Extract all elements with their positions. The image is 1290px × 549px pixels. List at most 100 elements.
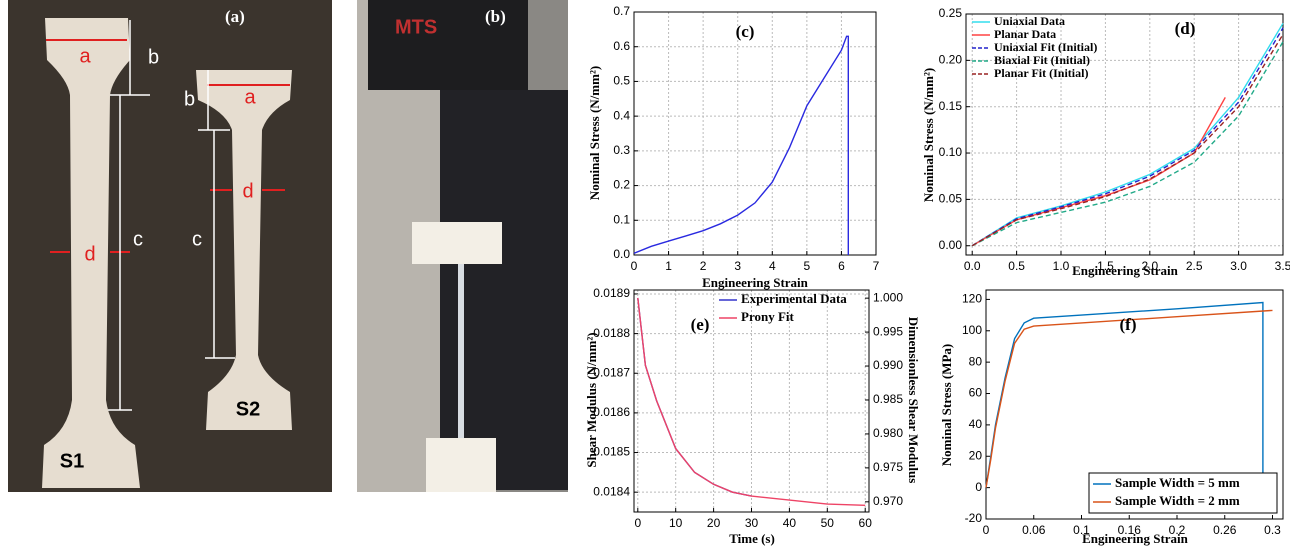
y-tick-label: 0.7	[613, 4, 630, 18]
y-tick-label: 40	[969, 417, 983, 431]
x-tick-label: 0.0	[964, 259, 981, 273]
y-tick-label: 0.10	[939, 145, 963, 159]
dimension-label: b	[148, 46, 159, 68]
x-tick-label: 0	[983, 523, 990, 537]
data-line	[985, 309, 1273, 488]
legend-label: Prony Fit	[741, 309, 795, 324]
data-line	[971, 22, 1284, 247]
y-tick-label: 0.0189	[593, 286, 630, 300]
y2-tick-label: 0.985	[873, 392, 903, 406]
y2-tick-label: 0.995	[873, 324, 903, 338]
plot-frame	[633, 11, 877, 256]
upper-grip	[412, 222, 502, 264]
legend-label: Biaxial Fit (Initial)	[994, 53, 1090, 67]
y2-tick-label: 0.990	[873, 358, 903, 372]
x-axis-label: Engineering Strain	[702, 275, 809, 290]
y-tick-label: 0.1	[613, 212, 630, 226]
y-tick-label: 0.05	[939, 192, 963, 206]
data-line	[971, 34, 1284, 247]
x-tick-label: 0.2	[1169, 523, 1186, 537]
y-axis-label: Nominal Stress (N/mm²)	[587, 66, 602, 200]
x-tick-label: 4	[769, 259, 776, 273]
chart-title: (f)	[1120, 315, 1137, 334]
dimension-label: d	[242, 180, 253, 202]
legend-label: Sample Width = 2 mm	[1115, 493, 1240, 508]
x-tick-label: 0.1	[1073, 523, 1090, 537]
x-tick-label: 60	[859, 516, 873, 530]
x-tick-label: 0.16	[1118, 523, 1142, 537]
y-tick-label: 0	[975, 480, 982, 494]
photo-b: (b) MTS	[357, 0, 568, 492]
y-tick-label: 0.0185	[593, 445, 630, 459]
x-tick-label: 6	[838, 259, 845, 273]
data-line	[637, 297, 866, 506]
legend-label: Experimental Data	[741, 291, 847, 306]
y-tick-label: 0.3	[613, 143, 630, 157]
data-line	[971, 27, 1284, 247]
specimen	[458, 264, 464, 439]
x-axis-label: Time (s)	[729, 531, 775, 546]
x-tick-label: 10	[669, 516, 683, 530]
x-tick-label: 20	[707, 516, 721, 530]
x-tick-label: 1.0	[1053, 259, 1070, 273]
y2-tick-label: 0.970	[873, 494, 903, 508]
dimension-label: a	[244, 86, 256, 108]
dimension-label: c	[133, 228, 143, 250]
brand-label: MTS	[395, 16, 437, 38]
machine-head	[368, 0, 528, 90]
legend-label: Planar Data	[994, 27, 1056, 41]
x-tick-label: 2	[700, 259, 707, 273]
dimension-label: c	[192, 228, 202, 250]
x-tick-label: 2.5	[1186, 259, 1203, 273]
specimen-name: S2	[236, 398, 260, 420]
red-arrows	[46, 39, 290, 253]
y2-tick-label: 0.980	[873, 426, 903, 440]
y-tick-label: 60	[969, 386, 983, 400]
data-line	[971, 41, 1284, 247]
x-tick-label: 1.5	[1097, 259, 1114, 273]
plot-frame	[985, 289, 1284, 520]
x-tick-label: 2.0	[1141, 259, 1158, 273]
x-tick-label: 3.5	[1275, 259, 1290, 273]
panel-label: (b)	[485, 7, 506, 26]
y-tick-label: 0.4	[613, 108, 630, 122]
y-tick-label: 0.0186	[593, 405, 630, 419]
x-tick-label: 3.0	[1230, 259, 1247, 273]
x-tick-label: 0.26	[1213, 523, 1237, 537]
x-tick-label: 1	[665, 259, 672, 273]
data-line	[633, 35, 849, 255]
specimen-s1	[42, 18, 140, 488]
x-tick-label: 0	[631, 259, 638, 273]
y2-tick-label: 0.975	[873, 460, 903, 474]
x-tick-label: 3	[734, 259, 741, 273]
x-axis-label: Engineering Strain	[1082, 531, 1189, 546]
legend-label: Planar Fit (Initial)	[994, 66, 1088, 80]
x-tick-label: 0.3	[1264, 523, 1281, 537]
y-tick-label: 100	[962, 323, 982, 337]
y-tick-label: 0.0187	[593, 365, 630, 379]
panel-label: (a)	[225, 7, 245, 26]
dimension-label: d	[84, 243, 95, 265]
legend-box	[1088, 472, 1278, 514]
y-tick-label: -20	[965, 511, 983, 525]
x-tick-label: 50	[821, 516, 835, 530]
y2-axis-label: Dimensionless Shear Modulus	[906, 317, 921, 484]
chart-title: (e)	[691, 315, 710, 334]
x-tick-label: 0.06	[1022, 523, 1046, 537]
y-tick-label: 120	[962, 292, 982, 306]
chart-title: (d)	[1175, 19, 1196, 38]
specimen-s2	[196, 70, 292, 430]
y2-tick-label: 1.000	[873, 290, 903, 304]
y-tick-label: 0.0184	[593, 484, 630, 498]
y-tick-label: 20	[969, 448, 983, 462]
specimen-name: S1	[60, 450, 84, 472]
legend-label: Uniaxial Data	[994, 14, 1065, 28]
y-tick-label: 80	[969, 354, 983, 368]
dimension-label: a	[79, 45, 91, 67]
y-tick-label: 0.5	[613, 74, 630, 88]
legend-label: Sample Width = 5 mm	[1115, 475, 1240, 490]
lower-grip	[426, 438, 496, 492]
x-tick-label: 0.5	[1008, 259, 1025, 273]
y-tick-label: 0.00	[939, 238, 963, 252]
